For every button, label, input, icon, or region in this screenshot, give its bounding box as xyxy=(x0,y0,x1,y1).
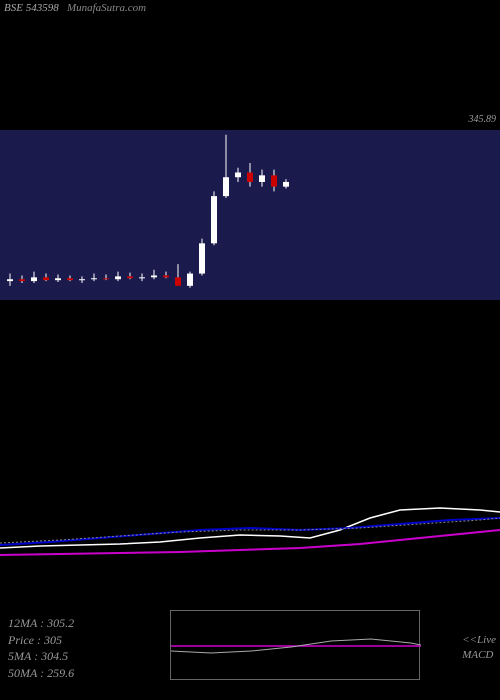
macd-panel xyxy=(170,610,420,680)
price-axis-label: 345.89 xyxy=(469,114,497,125)
ticker-label: BSE 543598 xyxy=(4,2,59,14)
macd-chart xyxy=(171,611,421,681)
macd-label: <<Live MACD xyxy=(462,633,496,662)
price-value: Price : 305 xyxy=(8,632,74,649)
ma-lines-group xyxy=(0,508,500,555)
macd-label-line1: <<Live xyxy=(462,633,496,647)
info-panel: 12MA : 305.2 Price : 305 5MA : 304.5 50M… xyxy=(8,615,74,682)
ma50-value: 50MA : 259.6 xyxy=(8,665,74,682)
moving-average-chart xyxy=(0,480,500,590)
site-label: MunafaSutra.com xyxy=(67,2,146,14)
chart-background xyxy=(0,130,500,300)
chart-header: BSE 543598 MunafaSutra.com xyxy=(4,2,146,14)
macd-label-line2: MACD xyxy=(462,648,496,662)
candlestick-chart xyxy=(0,130,500,300)
ma5-value: 5MA : 304.5 xyxy=(8,648,74,665)
ma12-value: 12MA : 305.2 xyxy=(8,615,74,632)
macd-lines-group xyxy=(171,639,421,653)
